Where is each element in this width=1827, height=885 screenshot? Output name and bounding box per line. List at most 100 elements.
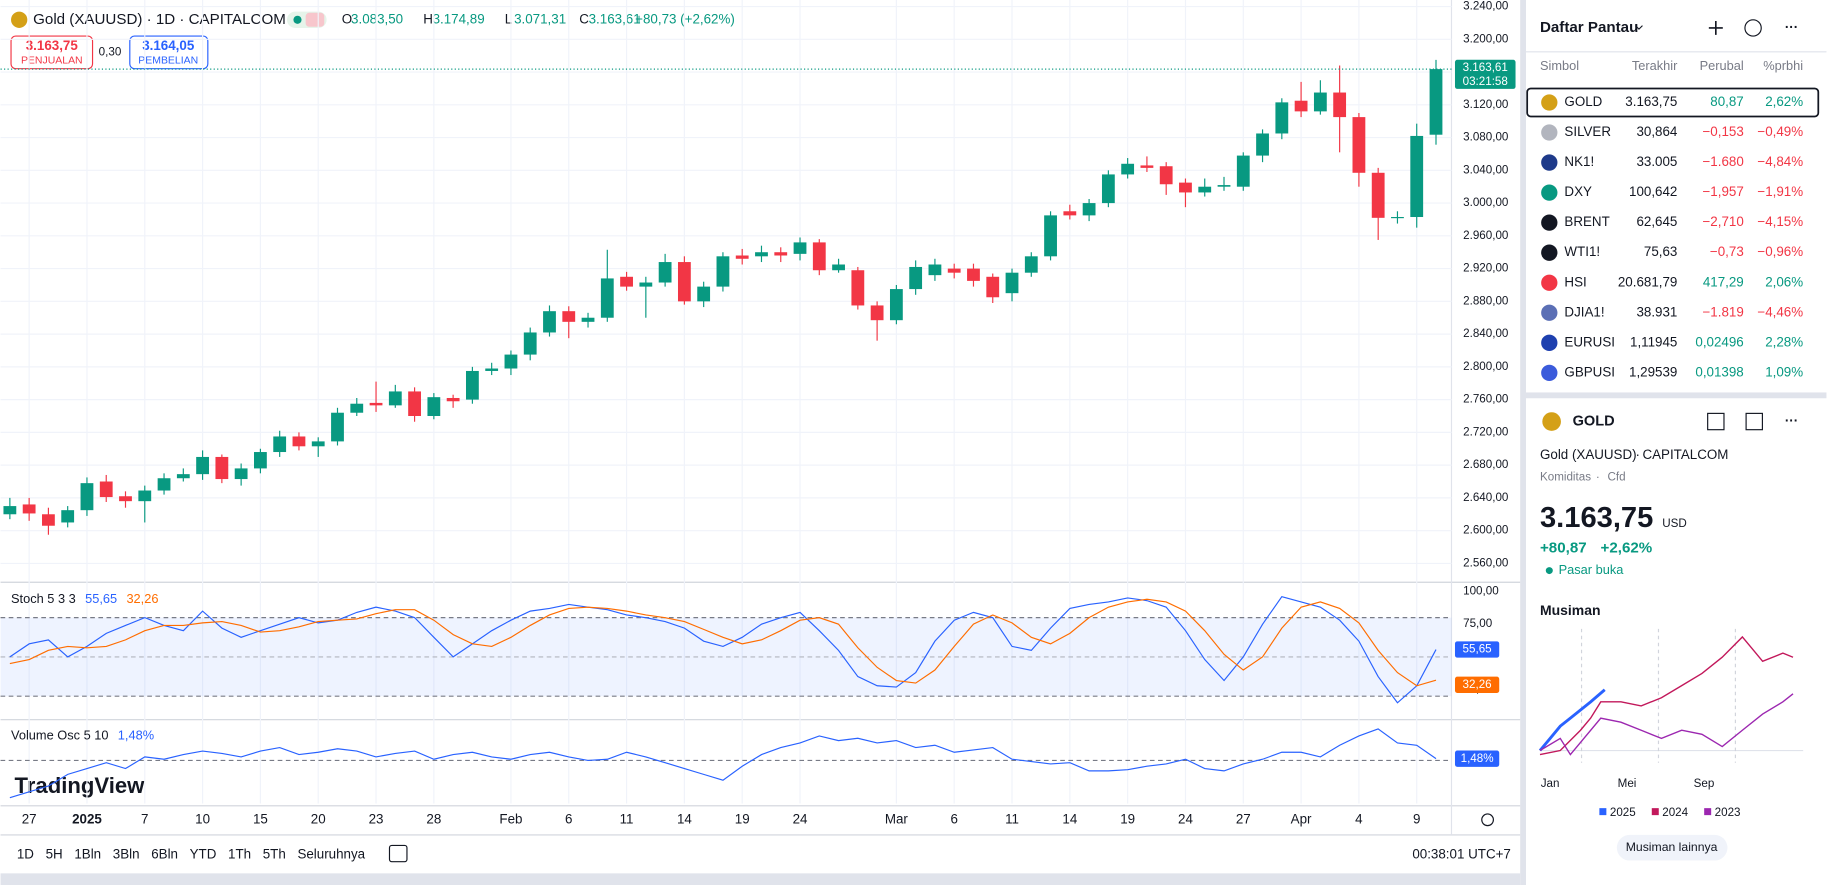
candle-body[interactable]: [427, 397, 441, 417]
candle-body[interactable]: [1410, 135, 1424, 218]
symbol[interactable]: BRENT: [1564, 214, 1609, 229]
range-button[interactable]: 6Bln: [151, 846, 178, 861]
range-button[interactable]: 5Th: [263, 846, 286, 861]
candle-body[interactable]: [986, 276, 1000, 298]
candle-body[interactable]: [1159, 166, 1173, 185]
legend-label[interactable]: 2025: [1610, 806, 1636, 819]
candle-body[interactable]: [755, 252, 768, 257]
candle-body[interactable]: [735, 255, 749, 259]
add-icon[interactable]: [1708, 20, 1723, 35]
candle-body[interactable]: [42, 514, 55, 526]
range-button[interactable]: 1Bln: [74, 846, 101, 861]
candle-body[interactable]: [176, 474, 190, 479]
symbol[interactable]: HSI: [1564, 274, 1586, 289]
candle-body[interactable]: [1179, 182, 1192, 193]
symbol[interactable]: GOLD: [1564, 94, 1602, 109]
indicator-title[interactable]: Volume Osc 5 10: [11, 727, 108, 742]
candle-body[interactable]: [3, 506, 17, 515]
candle-body[interactable]: [1063, 211, 1077, 216]
candle-body[interactable]: [812, 242, 826, 271]
candle-body[interactable]: [388, 391, 402, 406]
candle-body[interactable]: [677, 262, 691, 302]
candle-body[interactable]: [581, 317, 595, 322]
candle-body[interactable]: [889, 289, 903, 321]
candle-body[interactable]: [600, 278, 614, 318]
candle-body[interactable]: [1429, 69, 1443, 135]
seasonals-button-label[interactable]: Musiman lainnya: [1626, 840, 1718, 854]
symbol[interactable]: DXY: [1564, 184, 1592, 199]
legend-label[interactable]: 2024: [1662, 806, 1688, 819]
edit-icon[interactable]: [1745, 412, 1763, 431]
layout-icon[interactable]: [1707, 412, 1725, 431]
candle-body[interactable]: [716, 256, 730, 287]
symbol[interactable]: DJIA1!: [1564, 304, 1604, 319]
range-button[interactable]: 1D: [17, 846, 34, 861]
range-button[interactable]: YTD: [190, 846, 217, 861]
candle-body[interactable]: [1121, 163, 1135, 175]
candle-body[interactable]: [1198, 186, 1212, 193]
candle-body[interactable]: [1391, 217, 1404, 219]
candle-body[interactable]: [446, 397, 460, 402]
candle-body[interactable]: [1005, 272, 1019, 294]
sell-button[interactable]: [10, 35, 94, 70]
candle-body[interactable]: [157, 478, 171, 491]
candle-body[interactable]: [851, 270, 865, 306]
seasonals-button[interactable]: [1616, 834, 1728, 861]
candle-body[interactable]: [870, 305, 884, 321]
candle-body[interactable]: [832, 264, 845, 271]
candle-body[interactable]: [1256, 133, 1269, 156]
chart-icon[interactable]: [1744, 19, 1762, 37]
candle-body[interactable]: [1101, 174, 1115, 204]
candle-body[interactable]: [485, 368, 499, 371]
symbol[interactable]: GBPUSI: [1564, 364, 1615, 379]
candle-body[interactable]: [1352, 117, 1366, 173]
candle-body[interactable]: [504, 354, 518, 369]
candle-body[interactable]: [331, 412, 344, 442]
candle-body[interactable]: [196, 456, 209, 475]
candle-body[interactable]: [947, 268, 961, 273]
candle-body[interactable]: [1371, 172, 1385, 218]
candle-body[interactable]: [658, 262, 672, 283]
watchlist-title[interactable]: Daftar Pantau: [1540, 19, 1638, 36]
clock[interactable]: 00:38:01 UTC+7: [1412, 846, 1511, 861]
candle-body[interactable]: [523, 332, 537, 355]
range-button[interactable]: 1Th: [228, 846, 251, 861]
candle-body[interactable]: [909, 266, 923, 290]
candle-body[interactable]: [119, 496, 132, 502]
candle-body[interactable]: [1082, 203, 1096, 216]
candle-body[interactable]: [61, 510, 75, 523]
symbol[interactable]: NK1!: [1564, 154, 1594, 169]
candle-body[interactable]: [99, 481, 113, 498]
candle-body[interactable]: [697, 286, 711, 302]
settings-icon[interactable]: [1481, 813, 1494, 827]
candle-body[interactable]: [793, 242, 807, 254]
indicator-title[interactable]: Stoch 5 3 3: [11, 591, 76, 606]
candle-body[interactable]: [1044, 215, 1057, 257]
candle-body[interactable]: [273, 436, 287, 453]
candle-body[interactable]: [620, 276, 633, 287]
candle-body[interactable]: [80, 483, 94, 511]
candle-body[interactable]: [639, 282, 653, 287]
symbol-title[interactable]: Gold (XAUUSD) · 1D · CAPITALCOM: [33, 11, 286, 28]
candle-body[interactable]: [234, 468, 248, 480]
candle-body[interactable]: [350, 403, 364, 413]
candle-body[interactable]: [311, 441, 325, 447]
detail-symbol[interactable]: GOLD: [1573, 413, 1615, 429]
candle-body[interactable]: [22, 504, 36, 514]
candle-body[interactable]: [543, 311, 556, 333]
range-button[interactable]: 5H: [46, 846, 63, 861]
candle-body[interactable]: [1294, 100, 1308, 112]
date-range-icon[interactable]: [388, 844, 408, 863]
candle-body[interactable]: [292, 436, 306, 447]
candle-body[interactable]: [774, 252, 788, 256]
candle-body[interactable]: [1236, 155, 1250, 187]
candle-body[interactable]: [369, 402, 383, 406]
symbol[interactable]: SILVER: [1564, 124, 1611, 139]
candle-body[interactable]: [1140, 165, 1154, 168]
candle-body[interactable]: [928, 264, 942, 276]
more-icon[interactable]: ···: [1785, 413, 1798, 428]
candle-body[interactable]: [1313, 92, 1327, 112]
candle-body[interactable]: [215, 456, 229, 480]
candle-body[interactable]: [1275, 102, 1289, 134]
candle-body[interactable]: [254, 452, 267, 469]
